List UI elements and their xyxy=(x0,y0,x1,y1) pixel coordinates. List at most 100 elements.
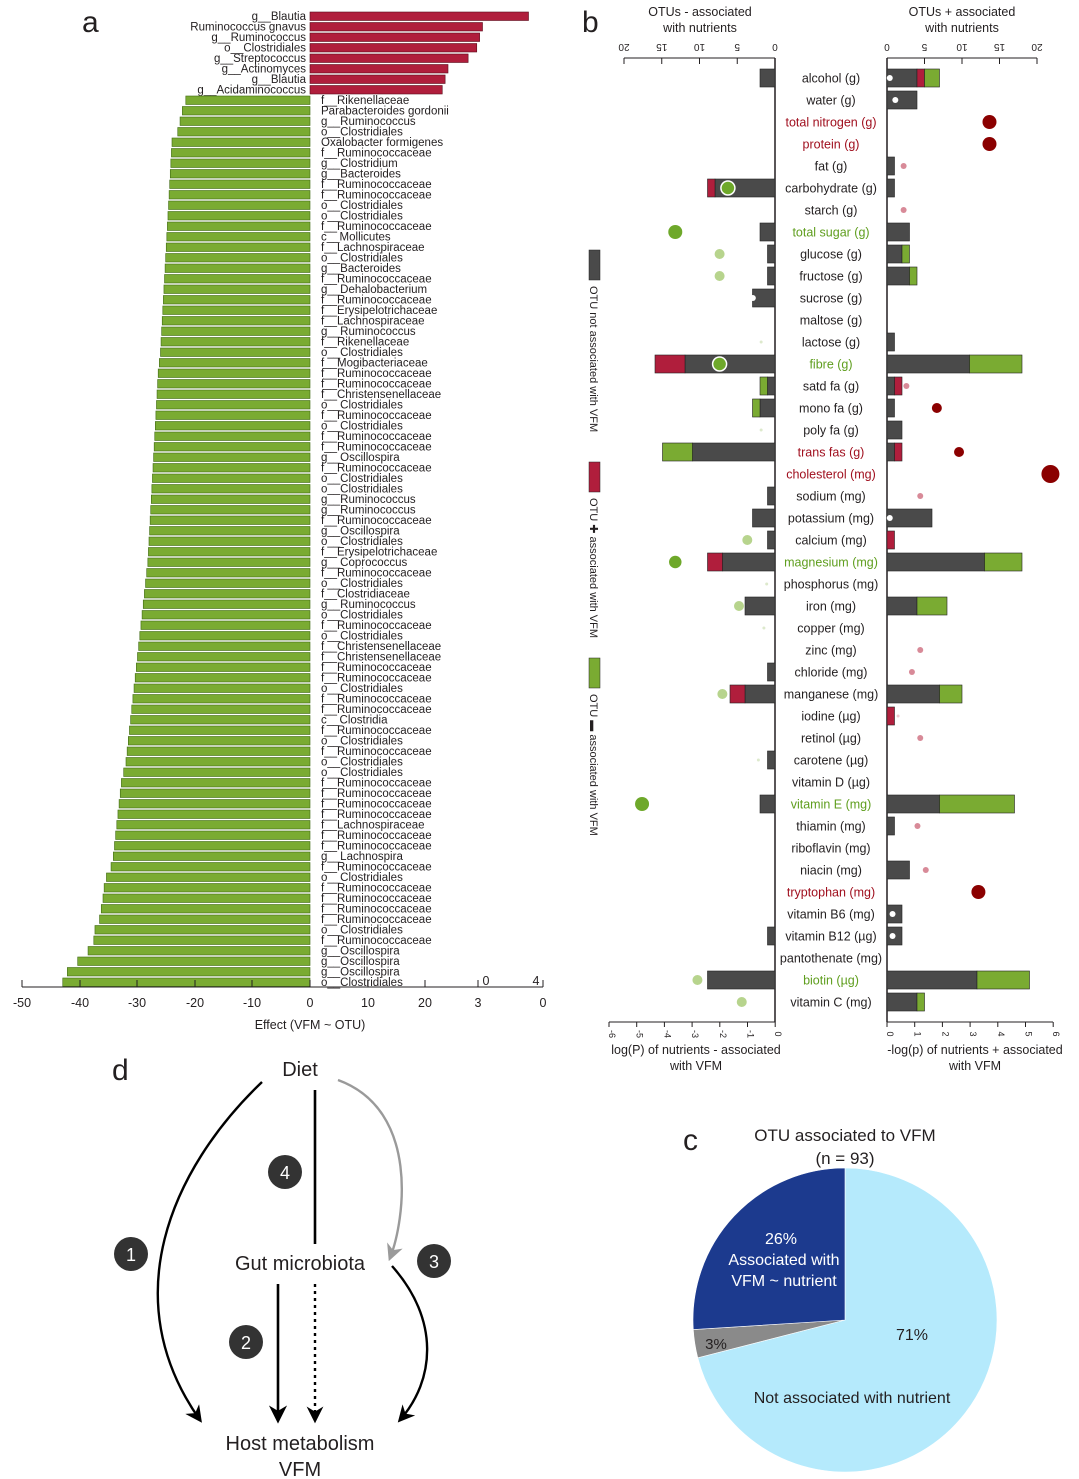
bar-label-negative: o__Clostridiales xyxy=(321,736,403,748)
bar-negative xyxy=(77,956,311,966)
bar-label-negative: o__Clostridiales xyxy=(321,253,403,265)
bar-negative xyxy=(163,295,311,305)
p-tick-label: -6 xyxy=(607,1030,617,1038)
nutrient-label: sucrose (g) xyxy=(800,292,863,306)
bar-negative xyxy=(168,200,311,210)
bar-negative xyxy=(148,536,311,546)
bar-negative xyxy=(137,652,311,662)
nutrient-label: carbohydrate (g) xyxy=(785,182,877,196)
nutrient-label: total sugar (g) xyxy=(792,226,869,240)
bar-label-negative: f__Erysipelotrichaceae xyxy=(321,305,437,317)
p-tick-label: 2 xyxy=(940,1031,950,1036)
nutrient-label: magnesium (mg) xyxy=(784,556,878,570)
right-bar-segment xyxy=(976,970,1030,990)
axis-tick-label: 3 xyxy=(475,996,482,1010)
nutrient-label: niacin (mg) xyxy=(800,864,862,878)
nutrient-label: phosphorus (mg) xyxy=(784,578,879,592)
nutrient-label: vitamin B12 (µg) xyxy=(785,930,876,944)
bar-label-positive: g__Streptococcus xyxy=(214,53,306,65)
diagram-vfm: VFM xyxy=(279,1459,321,1479)
left-p-dot xyxy=(733,601,744,611)
count-tick-label: 0 xyxy=(884,41,890,52)
p-tick-label: 0 xyxy=(773,1031,783,1036)
nutrient-label: potassium (mg) xyxy=(788,512,874,526)
bar-negative xyxy=(157,379,311,389)
bar-label-negative: o__Clostridiales xyxy=(321,200,403,212)
axis-tick-label: -30 xyxy=(128,996,146,1010)
nutrient-label: poly fa (g) xyxy=(803,424,859,438)
arrow-3-grey-diet-to-gut xyxy=(337,1078,403,1262)
axis-tick-label: -50 xyxy=(13,996,31,1010)
left-bar-segment xyxy=(662,442,693,462)
left-bar-segment xyxy=(759,68,776,88)
left-bar-segment xyxy=(767,530,776,550)
right-bar-segment xyxy=(894,376,903,396)
axis-tick-label: -10 xyxy=(243,996,261,1010)
p-tick-label: 4 xyxy=(996,1031,1006,1036)
nutrient-label: fructose (g) xyxy=(799,270,862,284)
right-bar-segment xyxy=(886,794,940,814)
right-p-dot xyxy=(914,823,921,829)
bar-negative xyxy=(130,715,311,725)
nutrient-label: thiamin (mg) xyxy=(796,820,865,834)
bar-negative xyxy=(166,232,311,242)
bar-negative xyxy=(126,746,311,756)
pie-slice xyxy=(697,1167,998,1473)
left-p-dot xyxy=(717,689,728,699)
left-bar-segment xyxy=(767,244,776,264)
right-bar-segment xyxy=(916,992,925,1012)
diagram-gut-microbiota: Gut microbiota xyxy=(235,1253,366,1275)
bar-negative xyxy=(125,757,311,767)
bar-negative xyxy=(67,967,311,977)
pie-slice xyxy=(692,1167,846,1330)
left-p-axis-title: with VFM xyxy=(669,1059,722,1073)
left-bar-segment xyxy=(759,398,776,418)
bar-label-negative: g__Clostridium xyxy=(321,158,398,170)
bar-label-negative: f__Ruminococcaceae xyxy=(321,673,432,685)
left-bar-segment xyxy=(684,354,776,374)
legend-swatch xyxy=(588,657,601,689)
left-bar-segment xyxy=(729,684,746,704)
bar-negative xyxy=(145,578,311,588)
right-bar-segment xyxy=(886,420,903,440)
p-tick-label: 6 xyxy=(1051,1031,1061,1036)
bar-negative xyxy=(115,830,311,840)
left-p-dot xyxy=(759,340,763,344)
left-bar-segment xyxy=(767,376,776,396)
bar-label-negative: f__Ruminococcaceae xyxy=(321,431,432,443)
bar-negative xyxy=(149,526,311,536)
bar-negative xyxy=(136,662,311,672)
count-tick-label: 10 xyxy=(956,41,968,52)
bar-negative xyxy=(128,736,311,746)
left-p-dot xyxy=(668,225,683,239)
nutrient-label: vitamin C (mg) xyxy=(790,996,871,1010)
right-bar-segment xyxy=(984,552,1023,572)
bar-label-negative: f__Ruminococcaceae xyxy=(321,221,432,233)
bar-negative xyxy=(161,326,311,336)
axis-tick-label: 20 xyxy=(418,996,432,1010)
bar-negative xyxy=(152,473,311,483)
left-bar-segment xyxy=(707,178,716,198)
pie-slices xyxy=(692,1167,998,1473)
panel-c-pie-chart: OTU associated to VFM (n = 93) 26% Assoc… xyxy=(692,1126,998,1473)
bar-negative xyxy=(102,893,311,903)
bar-label-negative: f__Ruminococcaceae xyxy=(321,893,432,905)
bar-label-negative: o__Clostridiales xyxy=(321,872,403,884)
nutrient-label: cholesterol (mg) xyxy=(786,468,876,482)
nutrient-label: retinol (µg) xyxy=(801,732,861,746)
bar-positive xyxy=(309,32,480,42)
right-bar-segment xyxy=(924,68,940,88)
left-bar-segment xyxy=(722,552,776,572)
left-title: with nutrients xyxy=(662,21,737,35)
legend-swatch xyxy=(588,249,601,281)
right-p-dot xyxy=(903,383,910,389)
axis-tick-label: 0 xyxy=(540,996,547,1010)
bar-negative xyxy=(159,358,311,368)
bar-label-negative: g__Ruminococcus xyxy=(321,599,416,611)
left-bar-segment xyxy=(744,684,776,704)
bar-negative xyxy=(163,284,311,294)
right-p-dot xyxy=(954,447,965,457)
axis-tick-label: 10 xyxy=(361,996,375,1010)
left-p-dot xyxy=(692,975,703,985)
right-p-dot xyxy=(896,714,900,718)
